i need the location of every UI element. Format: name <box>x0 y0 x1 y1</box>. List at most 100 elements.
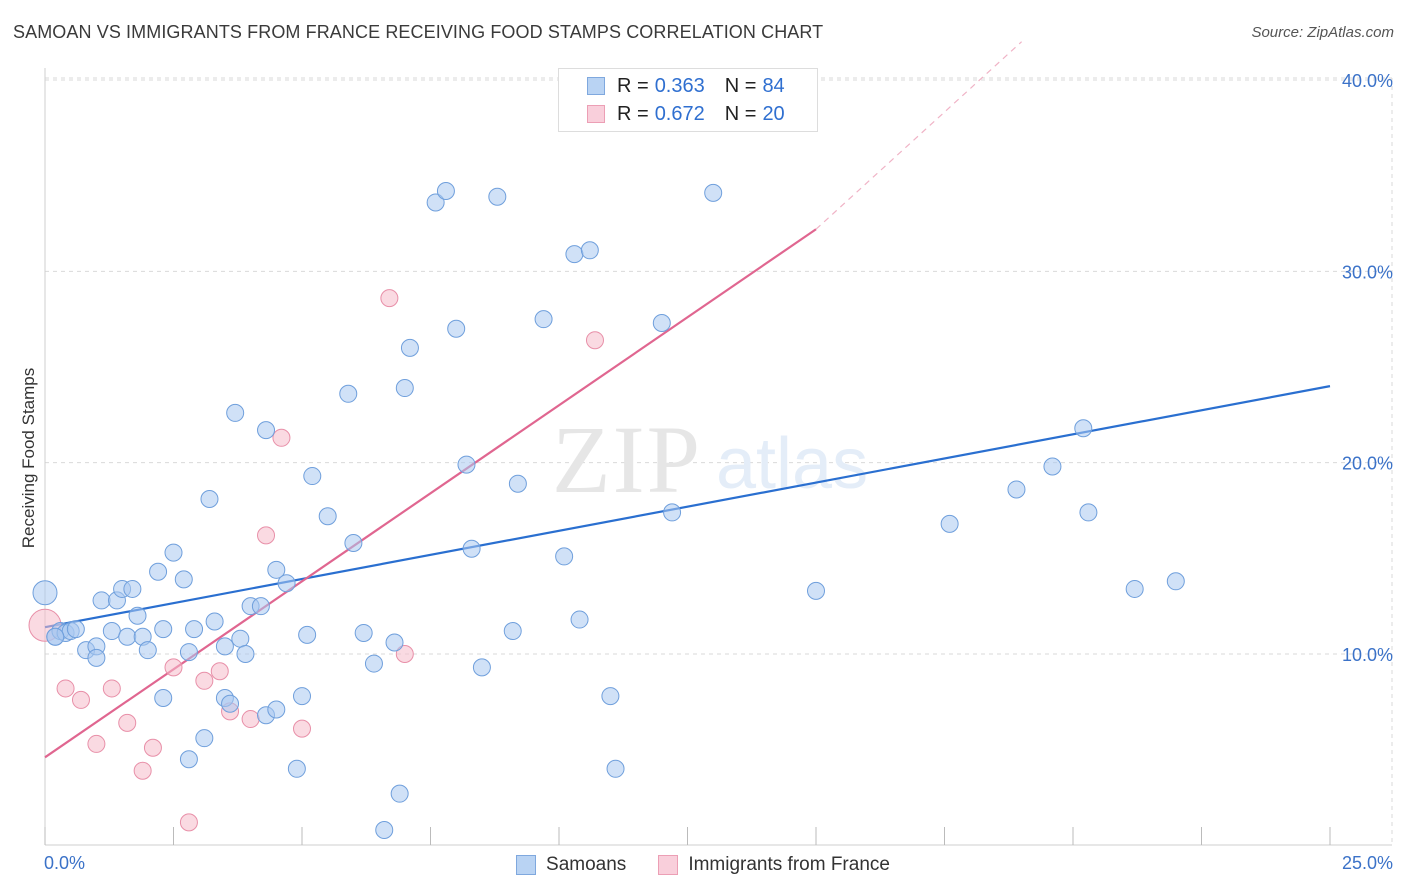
samoan-point <box>92 591 111 610</box>
samoan-point <box>102 622 121 641</box>
samoan-point <box>164 543 183 562</box>
samoan-point <box>303 467 322 486</box>
samoan-point <box>138 641 157 660</box>
samoan-point <box>503 622 522 641</box>
watermark-atlas: atlas <box>716 424 868 504</box>
samoan-point <box>215 637 234 656</box>
france-point <box>71 690 90 709</box>
samoan-point <box>704 183 723 202</box>
samoan-point <box>226 403 245 422</box>
samoan-point <box>447 319 466 338</box>
legend-r-value: 0.363 <box>654 74 705 97</box>
bottom-legend-france[interactable]: Immigrants from France <box>658 854 890 876</box>
samoan-point <box>251 597 270 616</box>
bottom-legend-france-label: Immigrants from France <box>688 854 890 875</box>
samoan-point <box>1166 572 1185 591</box>
watermark-zip: ZIP <box>552 406 702 513</box>
legend-row-samoans: R = 0.363 N = 84 <box>587 73 785 99</box>
bottom-legend-samoans[interactable]: Samoans <box>516 854 626 876</box>
axes <box>44 68 1392 846</box>
bottom-swatch-france <box>658 855 679 875</box>
legend: R = 0.363 N = 84 R = 0.672 N = 20 <box>558 68 818 132</box>
legend-n-label: N = <box>724 74 757 97</box>
france-point <box>241 710 260 729</box>
samoan-point <box>32 580 58 606</box>
samoan-point <box>339 384 358 403</box>
bottom-legend-samoans-label: Samoans <box>546 854 627 875</box>
samoan-point <box>555 547 574 566</box>
samoan-point <box>179 643 198 662</box>
chart-title: SAMOAN VS IMMIGRANTS FROM FRANCE RECEIVI… <box>13 22 824 42</box>
samoan-point <box>66 620 85 639</box>
france-trend-extension <box>815 41 1023 230</box>
samoan-point <box>149 562 168 581</box>
france-point <box>102 679 121 698</box>
samoan-point <box>565 245 584 264</box>
legend-r-label: R = <box>617 74 649 97</box>
samoan-point <box>508 474 527 493</box>
france-point <box>293 719 311 738</box>
samoan-point <box>472 658 491 677</box>
samoan-point <box>287 759 306 778</box>
samoan-trend-line <box>44 385 1331 629</box>
source-label: Source: ZipAtlas.com <box>1251 24 1394 41</box>
samoan-point <box>277 574 296 593</box>
legend-n-value: 20 <box>762 102 785 125</box>
samoan-point <box>87 648 106 667</box>
samoan-point <box>128 606 147 625</box>
samoan-point <box>185 620 204 639</box>
samoan-point <box>601 687 620 706</box>
samoan-point <box>267 560 286 579</box>
bottom-legend: Samoans Immigrants from France <box>0 852 1406 878</box>
france-point <box>179 813 198 832</box>
france-point <box>143 738 162 757</box>
legend-n-value: 84 <box>762 74 785 97</box>
y-tick-label: 40.0% <box>1342 71 1393 91</box>
samoan-point <box>221 694 240 713</box>
y-axis-label: Receiving Food Stamps <box>19 368 38 548</box>
samoan-point <box>570 610 589 629</box>
samoan-point <box>436 181 455 200</box>
x-tick-label: 0.0% <box>44 853 85 873</box>
france-point <box>585 331 604 350</box>
samoan-point <box>426 193 445 212</box>
samoan-point <box>293 687 311 706</box>
samoan-point <box>462 539 481 558</box>
samoan-point <box>663 503 682 522</box>
samoan-point <box>1007 480 1026 499</box>
france-point <box>210 662 229 681</box>
bottom-swatch-samoans <box>516 855 537 875</box>
samoan-point <box>174 570 193 589</box>
samoan-point <box>179 750 198 769</box>
legend-n-label: N = <box>724 102 757 125</box>
samoan-point <box>488 187 507 206</box>
samoan-point <box>195 729 214 748</box>
samoan-point <box>580 241 599 260</box>
samoan-point <box>231 629 250 648</box>
samoan-point <box>395 379 414 398</box>
samoan-point <box>1125 579 1144 598</box>
legend-swatch-france <box>587 105 605 123</box>
legend-row-france: R = 0.672 N = 20 <box>587 101 785 127</box>
legend-r-label: R = <box>617 102 649 125</box>
samoan-point <box>354 623 373 642</box>
samoan-point <box>344 534 363 553</box>
france-point <box>133 761 152 780</box>
y-tick-label: 20.0% <box>1342 454 1393 474</box>
france-point <box>56 679 75 698</box>
france-point <box>87 734 106 753</box>
france-point <box>195 671 214 690</box>
samoan-point <box>375 821 394 840</box>
france-point <box>257 526 276 545</box>
samoan-point <box>457 455 476 474</box>
samoan-point <box>257 421 276 440</box>
samoan-point <box>318 507 337 526</box>
samoan-point <box>1079 503 1098 522</box>
samoan-point <box>534 310 553 329</box>
samoan-point <box>400 338 419 357</box>
y-tick-label: 30.0% <box>1342 262 1393 282</box>
france-point <box>272 428 291 447</box>
samoan-point <box>46 627 65 646</box>
tick-labels: 10.0% 20.0% 30.0% 40.0% 0.0% 25.0% <box>44 71 1393 873</box>
